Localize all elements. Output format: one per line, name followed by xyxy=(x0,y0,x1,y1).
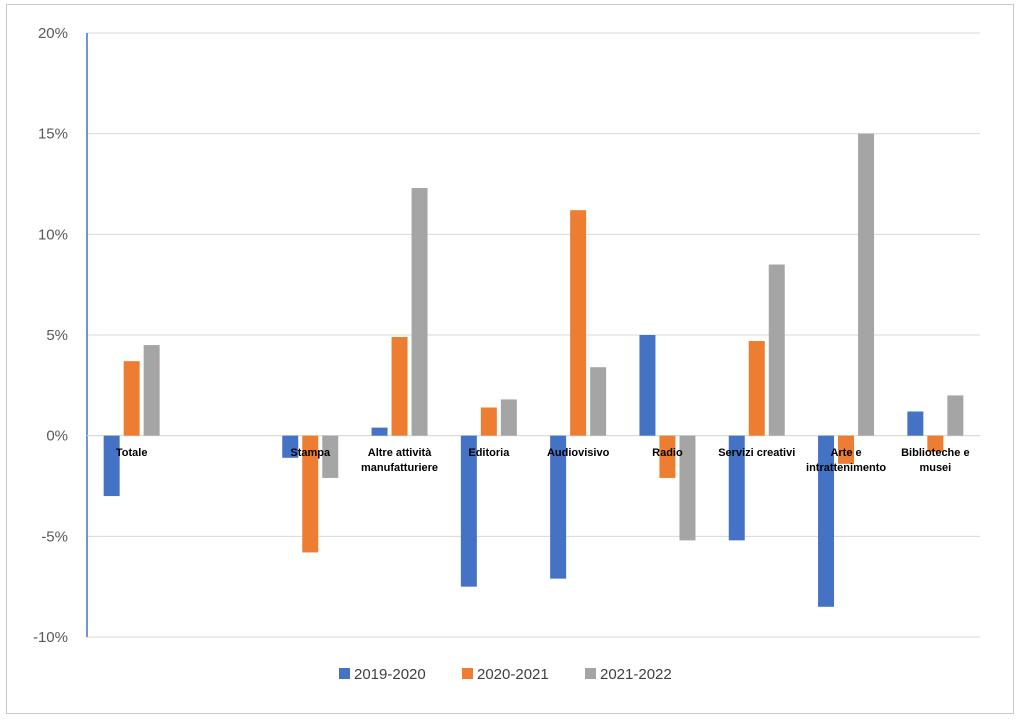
bar-2019-2020 xyxy=(728,435,745,541)
bar-2020-2021 xyxy=(480,407,497,436)
y-tick-label: 10% xyxy=(38,226,68,243)
bar-2019-2020 xyxy=(550,435,567,579)
legend-label: 2019-2020 xyxy=(354,666,426,683)
y-tick-label: 5% xyxy=(46,327,68,344)
bar-2020-2021 xyxy=(838,435,855,464)
category-label: musei xyxy=(919,462,951,474)
bar-2019-2020 xyxy=(371,427,388,436)
category-label: Stampa xyxy=(290,447,331,459)
category-label: manufatturiere xyxy=(361,462,438,474)
category-label: Biblioteche e xyxy=(901,447,969,459)
legend-swatch-2021-2022 xyxy=(585,668,596,679)
category-label: Servizi creativi xyxy=(718,447,795,459)
bar-2020-2021 xyxy=(302,435,319,553)
legend-label: 2021-2022 xyxy=(600,666,672,683)
bar-2021-2022 xyxy=(143,345,160,436)
category-label: Altre attività xyxy=(368,447,432,459)
bar-2019-2020 xyxy=(103,435,120,497)
bar-2021-2022 xyxy=(590,367,607,436)
category-label: Audiovisivo xyxy=(547,447,610,459)
bar-2020-2021 xyxy=(123,361,140,436)
bar-2019-2020 xyxy=(282,435,299,458)
y-tick-label: 0% xyxy=(46,428,68,445)
bar-2019-2020 xyxy=(460,435,477,587)
category-label: Editoria xyxy=(468,447,510,459)
legend-swatch-2019-2020 xyxy=(339,668,350,679)
bar-2020-2021 xyxy=(748,341,765,436)
bar-2021-2022 xyxy=(500,399,517,436)
bar-2019-2020 xyxy=(639,335,656,436)
category-label: Arte e xyxy=(830,447,861,459)
y-tick-label: 20% xyxy=(38,25,68,42)
y-tick-label: -10% xyxy=(33,629,68,646)
bar-2020-2021 xyxy=(927,435,944,452)
bar-2020-2021 xyxy=(391,337,408,436)
bar-2020-2021 xyxy=(570,210,587,436)
bar-2021-2022 xyxy=(322,435,339,478)
category-label: intrattenimento xyxy=(806,462,886,474)
category-label: Radio xyxy=(652,447,683,459)
y-tick-label: 15% xyxy=(38,126,68,143)
bar-2021-2022 xyxy=(947,395,964,436)
bar-2021-2022 xyxy=(411,188,428,436)
legend-label: 2020-2021 xyxy=(477,666,549,683)
bar-2021-2022 xyxy=(768,264,785,436)
bar-2019-2020 xyxy=(907,411,924,436)
category-label: Totale xyxy=(116,447,148,459)
y-tick-label: -5% xyxy=(41,528,68,545)
bar-2021-2022 xyxy=(679,435,696,541)
bar-2021-2022 xyxy=(858,133,875,436)
legend-swatch-2020-2021 xyxy=(462,668,473,679)
chart-frame xyxy=(6,4,1014,714)
bar-2019-2020 xyxy=(818,435,835,607)
bar-2020-2021 xyxy=(659,435,676,478)
